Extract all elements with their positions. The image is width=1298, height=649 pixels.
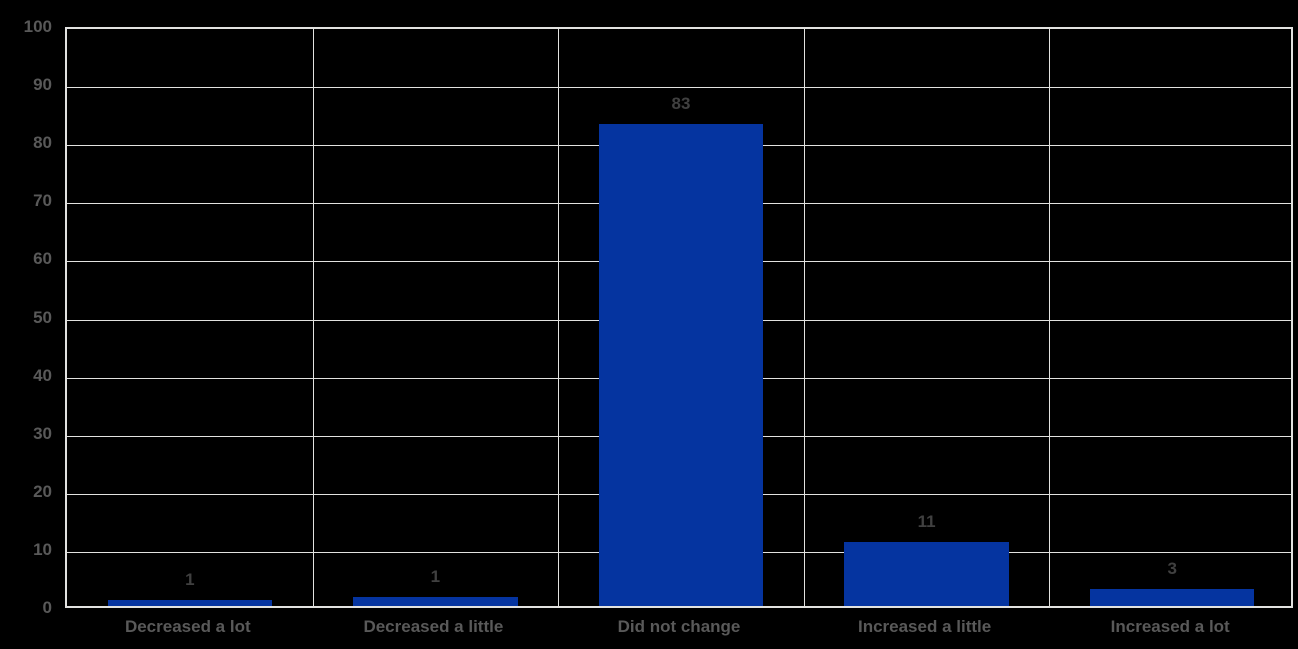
bar-value-label: 3: [1167, 558, 1177, 578]
y-tick-label: 40: [33, 365, 52, 385]
bar: [598, 123, 764, 606]
y-tick-label: 60: [33, 249, 52, 269]
x-tick-label: Increased a little: [857, 617, 992, 636]
x-tick-label: Decreased a little: [363, 617, 504, 636]
v-gridline: [312, 29, 314, 606]
v-gridline: [1049, 29, 1051, 606]
v-gridline: [803, 29, 805, 606]
y-tick-label: 30: [33, 423, 52, 443]
y-tick-label: 20: [33, 481, 52, 501]
y-tick-label: 10: [33, 539, 52, 559]
bar: [353, 597, 518, 606]
bar: [1089, 588, 1255, 606]
y-tick-label: 0: [42, 598, 52, 617]
y-tick-label: 80: [33, 133, 52, 153]
bar-value-label: 83: [671, 93, 691, 113]
y-tick-label: 90: [33, 75, 52, 95]
h-gridline: [67, 87, 1291, 89]
y-tick-label: 100: [23, 17, 52, 36]
x-tick-label: Did not change: [617, 617, 741, 636]
x-tick-label: Increased a lot: [1110, 617, 1230, 636]
bar-value-label: 1: [185, 570, 195, 590]
bar-value-label: 11: [917, 512, 936, 532]
y-tick-label: 50: [33, 307, 52, 327]
v-gridline: [558, 29, 560, 606]
y-tick-label: 70: [33, 191, 52, 211]
bar-value-label: 1: [430, 567, 441, 587]
x-tick-label: Decreased a lot: [124, 617, 251, 636]
bar: [107, 600, 273, 606]
bar: [844, 542, 1009, 606]
plot-area: 1 1 83 11 3: [65, 27, 1293, 608]
